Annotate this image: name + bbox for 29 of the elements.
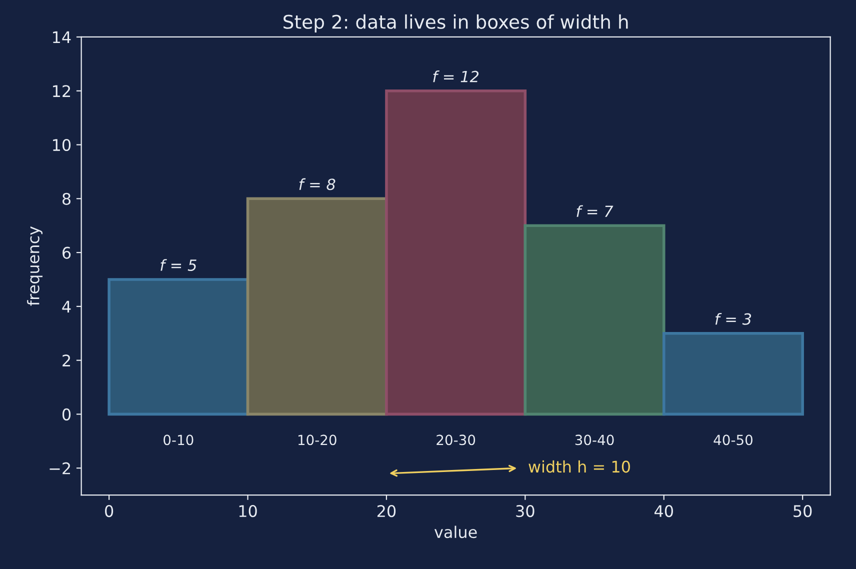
chart-title: Step 2: data lives in boxes of width h — [284, 14, 628, 33]
annotation: 20-30 — [436, 434, 476, 446]
y-axis-title: frequency — [27, 226, 42, 306]
y-tick-label: 12 — [53, 85, 70, 97]
y-tick-label: 8 — [62, 192, 71, 205]
x-tick-label: 10 — [239, 505, 257, 518]
x-tick-label: 40 — [654, 505, 673, 518]
data-label: f = 5 — [160, 259, 196, 271]
x-tick-label: 0 — [105, 505, 114, 518]
y-tick-label: −2 — [50, 462, 70, 474]
data-label: f = 3 — [715, 313, 752, 325]
y-tick-label: 14 — [53, 31, 71, 44]
annotation: 10-20 — [298, 434, 336, 446]
x-tick-label: 20 — [377, 505, 396, 518]
x-tick-label: 30 — [516, 505, 534, 518]
y-tick-label: 6 — [62, 246, 71, 259]
annotation: width h = 10 — [528, 460, 630, 473]
x-tick-label: 50 — [794, 505, 812, 518]
data-label: f = 12 — [433, 70, 479, 82]
y-tick-label: 2 — [62, 354, 70, 366]
y-tick-label: 0 — [62, 408, 71, 420]
annotation: 0-10 — [164, 434, 194, 446]
annotation: 30-40 — [575, 434, 614, 446]
data-label: f = 8 — [299, 178, 336, 190]
y-tick-label: 10 — [53, 138, 71, 152]
annotation: 40-50 — [714, 434, 752, 446]
y-tick-label: 4 — [62, 300, 71, 312]
data-label: f = 7 — [576, 205, 614, 217]
x-axis-title: value — [434, 526, 477, 538]
